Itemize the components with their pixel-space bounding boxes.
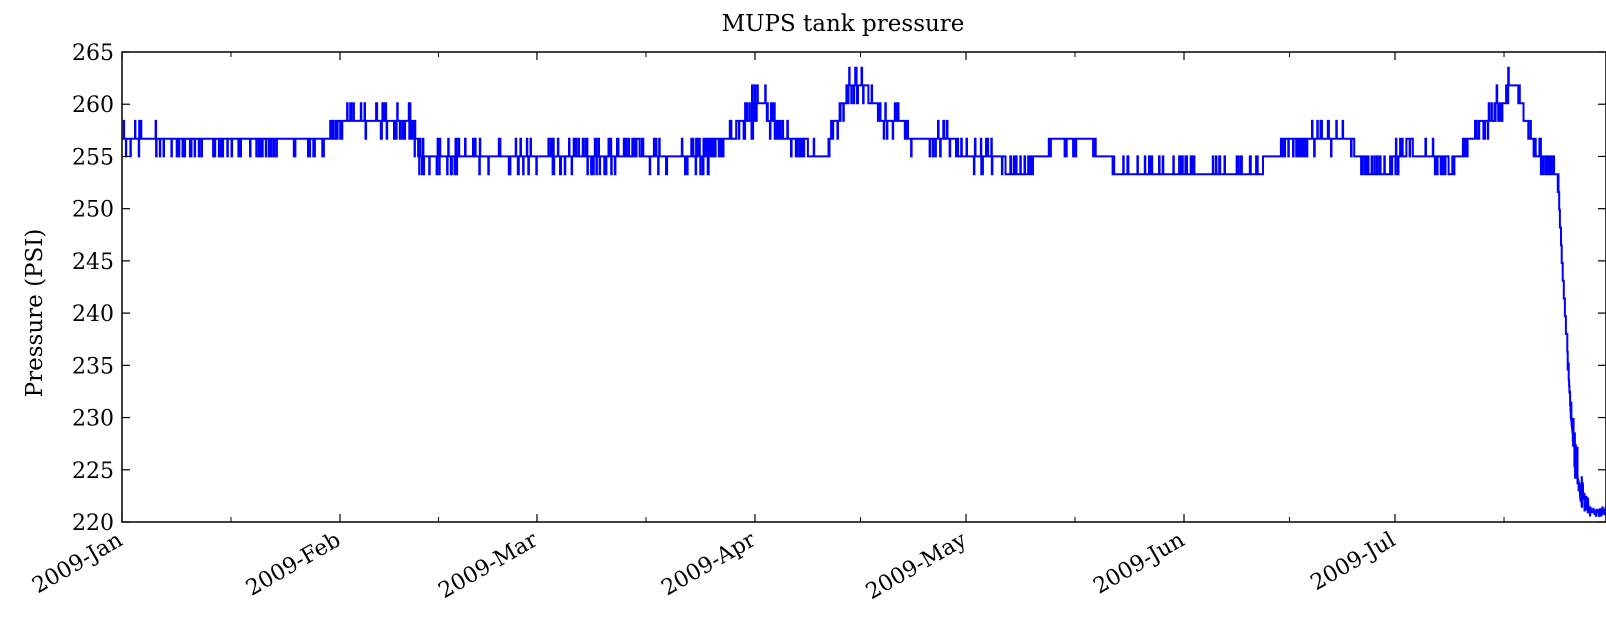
y-tick-label: 225: [72, 459, 114, 484]
x-tick-label: 2009-May: [862, 527, 972, 605]
x-tick-label: 2009-Feb: [242, 528, 345, 602]
pressure-series-line: [122, 66, 1606, 517]
y-tick-label: 220: [72, 511, 114, 536]
y-tick-label: 240: [72, 302, 114, 327]
chart-title: MUPS tank pressure: [722, 11, 965, 37]
y-tick-label: 250: [72, 198, 114, 223]
x-tick-label: 2009-Mar: [435, 527, 543, 604]
x-tick-label: 2009-Jul: [1307, 528, 1400, 596]
y-tick-label: 245: [72, 250, 114, 275]
x-tick-label: 2009-Jan: [28, 528, 127, 599]
x-tick-label: 2009-Jun: [1089, 528, 1189, 600]
y-tick-label: 265: [72, 41, 114, 66]
y-axis-label: Pressure (PSI): [22, 229, 48, 398]
y-tick-label: 260: [72, 93, 114, 118]
y-tick-label: 235: [72, 354, 114, 379]
y-tick-label: 230: [72, 407, 114, 432]
plot-frame: [121, 51, 1606, 523]
y-tick-label: 255: [72, 145, 114, 170]
x-tick-label: 2009-Apr: [657, 527, 760, 601]
y-axis: 220 225 230 235 240 245 250 255 260 265: [72, 41, 1606, 536]
